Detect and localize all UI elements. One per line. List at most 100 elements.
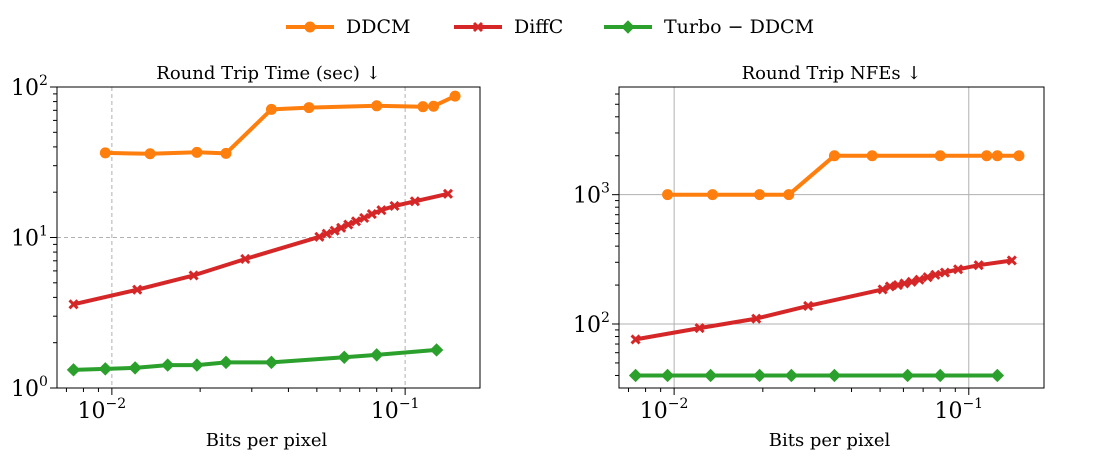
data-point-diffc (1006, 255, 1017, 266)
data-point-turbo-ddcm (98, 362, 113, 376)
data-point-diffc (389, 200, 400, 212)
legend-label: DiffC (514, 16, 563, 38)
panel-round-trip-time: 10−2 10−1 100 101 102 Round Trip Time (sec) ↓… (11, 63, 481, 451)
data-point-diffc (884, 281, 895, 292)
data-point-ddcm (144, 148, 156, 160)
legend-label: Turbo − DDCM (664, 16, 814, 38)
series-turbo-ddcm (628, 368, 1005, 383)
data-point-turbo-ddcm (900, 368, 915, 383)
data-point-ddcm (981, 150, 993, 162)
y-tick-label: 103 (573, 181, 610, 209)
data-point-diffc (366, 209, 377, 220)
data-point-turbo-ddcm (784, 368, 799, 383)
data-point-diffc (442, 188, 454, 199)
data-point-turbo-ddcm (660, 368, 675, 383)
series-diffc (630, 255, 1017, 345)
series-diffc (68, 188, 454, 310)
data-point-ddcm (220, 147, 232, 159)
data-point-ddcm (783, 189, 795, 201)
data-point-diffc (892, 280, 904, 291)
data-point-ddcm (991, 150, 1003, 162)
legend-marker (621, 20, 635, 34)
data-point-turbo-ddcm (264, 355, 279, 370)
data-point-turbo-ddcm (128, 361, 142, 375)
series-line-ddcm (667, 153, 1019, 197)
data-point-turbo-ddcm (370, 348, 384, 362)
data-point-diffc (953, 264, 964, 275)
data-point-ddcm (707, 189, 719, 201)
data-point-diffc (930, 269, 941, 280)
data-point-diffc (350, 216, 362, 227)
y-tick-label: 101 (11, 224, 48, 252)
data-point-ddcm (371, 100, 383, 112)
data-point-ddcm (303, 102, 315, 114)
data-point-ddcm (1013, 150, 1025, 162)
chart-title: Round Trip Time (sec) ↓ (156, 63, 380, 84)
panel-round-trip-nfes: 10−2 10−1 102 103 Round Trip NFEs ↓ Bits per … (573, 63, 1045, 451)
legend-item-turbo-ddcm: Turbo − DDCM (604, 16, 814, 38)
y-tick-label: 100 (11, 374, 48, 402)
data-point-turbo-ddcm (990, 368, 1005, 383)
series-ddcm (99, 90, 461, 160)
series-ddcm (662, 150, 1025, 201)
data-point-diffc (906, 276, 917, 287)
y-tick-label: 102 (11, 73, 48, 101)
data-point-turbo-ddcm (752, 368, 767, 383)
data-point-ddcm (99, 147, 111, 159)
data-point-diffc (336, 222, 347, 233)
series-line-diffc (635, 258, 1013, 342)
data-point-ddcm (754, 189, 766, 201)
x-tick-label: 10−2 (78, 396, 127, 424)
data-point-turbo-ddcm (337, 350, 351, 364)
data-point-diffc (329, 225, 340, 236)
data-point-diffc (751, 313, 762, 324)
data-point-diffc (240, 253, 251, 265)
x-tick-label: 10−1 (371, 396, 420, 424)
plot-frame (618, 86, 1045, 389)
data-point-diffc (376, 205, 387, 216)
data-point-turbo-ddcm (429, 343, 444, 357)
data-point-ddcm (428, 100, 440, 112)
data-point-turbo-ddcm (703, 368, 718, 383)
data-point-turbo-ddcm (827, 368, 842, 383)
data-point-diffc (343, 219, 354, 230)
x-axis-label: Bits per pixel (206, 430, 328, 451)
data-point-diffc (68, 299, 79, 310)
data-point-ddcm (191, 146, 203, 158)
data-point-turbo-ddcm (933, 368, 947, 383)
plot-frame (56, 86, 481, 389)
legend-label: DDCM (346, 16, 410, 38)
data-point-diffc (188, 270, 199, 281)
data-point-diffc (939, 267, 950, 278)
legend-marker (472, 21, 484, 33)
data-point-diffc (803, 300, 814, 311)
data-point-ddcm (417, 101, 429, 113)
data-point-turbo-ddcm (219, 355, 233, 370)
data-point-diffc (359, 212, 370, 223)
series-group (66, 90, 461, 377)
data-point-diffc (321, 228, 332, 239)
y-tick-label: 102 (573, 310, 610, 338)
data-point-turbo-ddcm (66, 363, 81, 377)
data-point-turbo-ddcm (160, 358, 175, 372)
series-line-turbo-ddcm (73, 347, 437, 372)
data-point-ddcm (828, 150, 840, 162)
data-point-diffc (694, 323, 705, 334)
data-point-diffc (409, 196, 420, 207)
chart-title: Round Trip NFEs ↓ (742, 63, 922, 84)
data-point-diffc (899, 278, 910, 289)
series-group (628, 150, 1025, 383)
data-point-diffc (314, 231, 325, 242)
x-axis-label: Bits per pixel (769, 430, 891, 451)
data-point-ddcm (449, 90, 461, 102)
legend: DDCM DiffC Turbo − DDCM (286, 16, 814, 38)
data-point-ddcm (934, 150, 946, 162)
series-turbo-ddcm (66, 343, 444, 377)
legend-item-diffc: DiffC (454, 16, 563, 38)
data-point-diffc (922, 272, 933, 283)
data-point-turbo-ddcm (628, 368, 643, 383)
legend-item-ddcm: DDCM (286, 16, 410, 38)
data-point-turbo-ddcm (190, 358, 204, 372)
x-tick-label: 10−2 (640, 396, 689, 424)
